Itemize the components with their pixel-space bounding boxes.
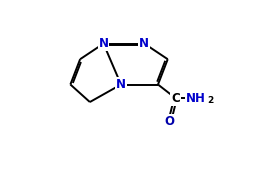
Text: 2: 2: [207, 96, 213, 105]
Text: C: C: [171, 92, 180, 105]
Text: O: O: [165, 115, 175, 128]
Text: NH: NH: [186, 92, 206, 105]
Text: N: N: [139, 37, 149, 50]
Text: N: N: [116, 78, 126, 91]
Text: N: N: [98, 37, 108, 50]
